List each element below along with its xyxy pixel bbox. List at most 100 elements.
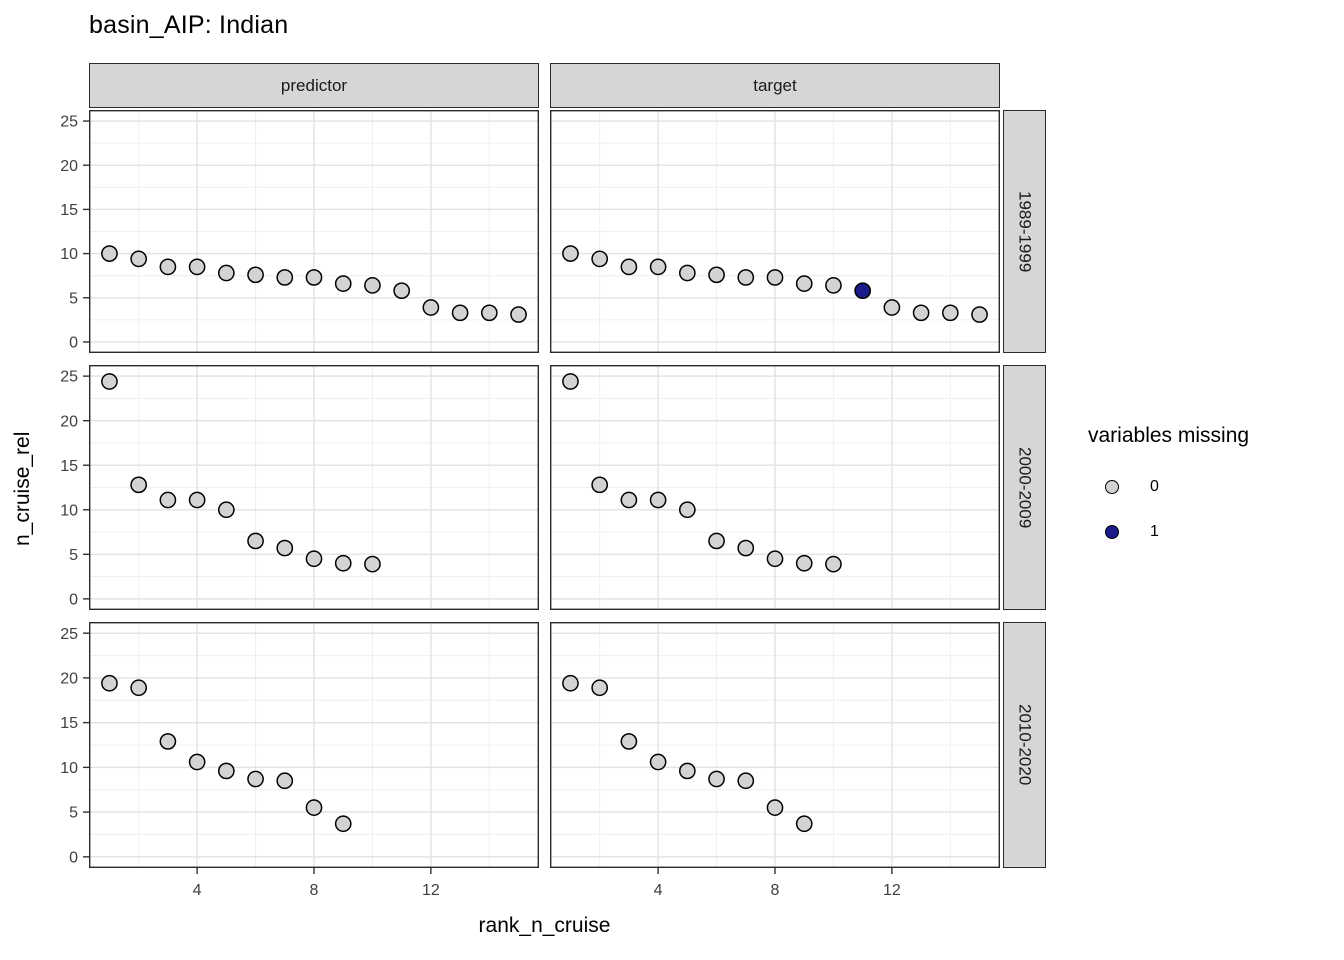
data-point [276,269,294,286]
y-axis-tick-label: 0 [69,335,78,352]
data-point [562,674,579,692]
data-point [188,491,206,509]
legend-item-0: 0 [1076,464,1249,509]
facet-strip-label: target [753,75,797,95]
data-point [562,245,579,262]
y-axis-tick-label: 0 [69,591,78,608]
data-point [825,277,842,294]
data-point [971,306,988,323]
data-point [620,733,638,750]
facet-strip-predictor: predictor [89,63,539,108]
facet-strip-label: 2000-2009 [1015,446,1035,529]
y-axis-tick-label: 0 [69,849,78,866]
data-point [422,299,440,316]
facet-strip-label: predictor [280,75,348,95]
data-point [678,762,696,780]
data-point [708,532,725,550]
data-point [825,555,842,573]
data-point [188,258,206,276]
legend-item-label: 1 [1150,522,1159,540]
legend-key-circle-gray [1105,479,1119,494]
data-point [708,266,725,284]
y-axis-tick-label: 10 [60,760,78,777]
data-point [159,258,177,276]
y-axis-tick-label: 5 [69,547,78,564]
data-point [766,799,784,816]
data-point [795,275,813,292]
data-point [510,306,527,323]
data-point [364,277,381,294]
data-point [708,770,725,788]
data-point [737,539,755,557]
facet-panel-target-2000-2009 [549,364,1001,611]
data-point [101,373,118,390]
facet-panel-predictor-1989-1999: 0 5 10 15 20 25 [60,109,540,354]
data-point [247,532,264,550]
panel-border [88,364,540,611]
data-point [334,554,352,572]
data-point [591,679,609,697]
data-point [591,476,609,494]
data-point [678,264,696,282]
facet-panel-predictor-2000-2009: 0 5 10 15 20 25 [60,364,540,611]
y-axis-tick-label: 20 [60,158,78,175]
data-point [795,554,813,572]
y-axis-tick-label: 20 [60,413,78,430]
data-point [766,269,784,286]
y-axis-title: n_cruise_rel [11,431,34,547]
legend-item-1: 1 [1076,509,1249,554]
data-point [276,539,294,557]
data-point [217,762,235,780]
x-axis-tick-label: 12 [422,882,440,899]
data-point [101,245,118,262]
x-axis-tick-label: 4 [654,882,663,899]
data-point [620,258,638,276]
data-point [217,264,235,282]
facet-panel-target-2010-2020: 4 8 12 [549,621,1001,899]
legend-key-circle-navy [1105,524,1119,539]
data-point [480,304,498,322]
data-point [305,799,323,816]
y-axis-tick-label: 5 [69,290,78,307]
data-point [247,770,264,788]
y-axis-tick-label: 10 [60,502,78,519]
plot-title: basin_AIP: Indian [89,11,289,39]
legend-item-label: 0 [1150,477,1159,495]
data-point [247,266,264,284]
facet-strip-1989-1999: 1989-1999 [1003,110,1046,353]
data-point [737,772,755,790]
data-point [941,304,959,322]
y-axis-tick-label: 20 [60,671,78,688]
data-point [649,753,667,771]
y-axis-tick-label: 25 [60,626,78,643]
x-axis-tick-label: 4 [193,882,202,899]
y-axis-tick-label: 5 [69,805,78,822]
data-point [737,269,755,286]
panel-border [549,109,1001,354]
data-point [562,373,579,390]
x-axis-title: rank_n_cruise [478,914,611,937]
y-axis-tick-label: 15 [60,202,78,219]
data-point [795,815,813,833]
legend-title: variables missing [1088,424,1250,447]
x-axis-tick-label: 8 [310,882,319,899]
legend: variables missing 0 1 [1076,424,1249,554]
y-axis-tick-label: 25 [60,114,78,131]
data-point [130,679,148,697]
panel-border [88,109,540,354]
facet-strip-label: 1989-1999 [1015,190,1035,273]
facet-strip-label: 2010-2020 [1015,704,1035,786]
data-point [451,304,469,322]
data-point [766,550,784,568]
data-point [393,282,411,300]
y-axis-tick-label: 25 [60,369,78,386]
facet-strip-2010-2020: 2010-2020 [1003,622,1046,868]
facet-strip-target: target [550,63,1000,108]
panel-border [88,621,540,869]
data-point [912,304,930,322]
data-point [678,501,696,519]
data-point [159,733,177,750]
data-point [854,282,872,300]
panel-border [549,621,1001,869]
